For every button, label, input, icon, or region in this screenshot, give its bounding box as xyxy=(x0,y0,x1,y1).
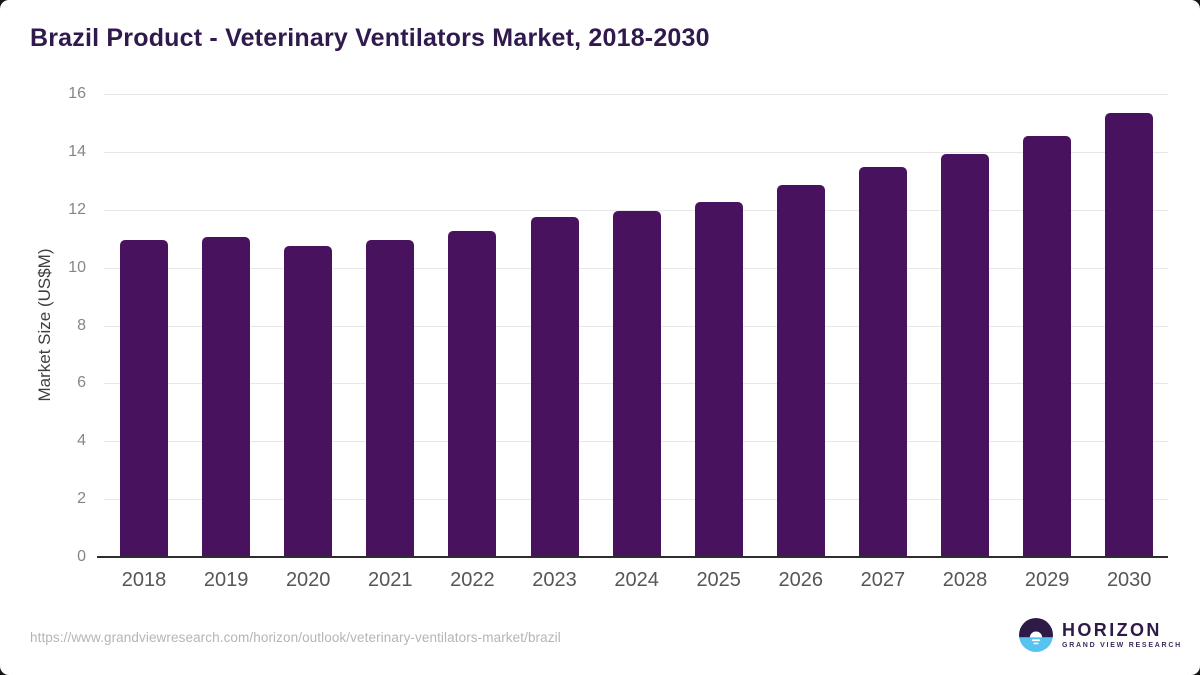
x-tick-label: 2029 xyxy=(1024,569,1070,591)
y-tick-label: 6 xyxy=(77,374,86,392)
y-tick-label: 2 xyxy=(77,490,86,508)
horizon-logo-text: HORIZON GRAND VIEW RESEARCH xyxy=(1062,621,1182,650)
x-tick-label: 2024 xyxy=(614,569,659,591)
y-tick-label: 0 xyxy=(77,548,86,565)
x-tick-label: 2027 xyxy=(860,569,906,591)
chart-title: Brazil Product - Veterinary Ventilators … xyxy=(30,24,710,52)
gridline xyxy=(104,94,1168,95)
horizon-logo-tagline: GRAND VIEW RESEARCH xyxy=(1062,641,1182,649)
horizon-logo: HORIZON GRAND VIEW RESEARCH xyxy=(1019,618,1182,652)
y-tick-label: 14 xyxy=(68,142,86,160)
bar-2025 xyxy=(694,201,743,557)
x-tick-label: 2020 xyxy=(285,569,331,591)
horizon-logo-name: HORIZON xyxy=(1062,619,1162,640)
bar-2026 xyxy=(776,184,825,557)
horizon-logo-icon xyxy=(1019,618,1053,652)
x-tick-label: 2025 xyxy=(696,569,741,591)
y-tick-label: 12 xyxy=(68,200,86,218)
bar-2030 xyxy=(1105,112,1154,557)
x-tick-label: 2022 xyxy=(450,569,495,591)
bar-2021 xyxy=(366,239,415,557)
x-tick-label: 2030 xyxy=(1106,569,1152,591)
bar-2019 xyxy=(202,237,251,557)
y-tick-label: 16 xyxy=(68,85,86,102)
gridline xyxy=(104,151,1168,153)
bar-2027 xyxy=(858,167,907,557)
x-tick-label: 2018 xyxy=(121,569,167,591)
bar-2022 xyxy=(448,230,497,557)
x-tick-label: 2028 xyxy=(942,569,988,591)
bar-2029 xyxy=(1023,136,1072,557)
y-tick-label: 8 xyxy=(77,316,86,334)
gridline xyxy=(104,209,1168,211)
bar-2020 xyxy=(284,245,333,557)
source-url: https://www.grandviewresearch.com/horizo… xyxy=(30,630,561,645)
bar-2018 xyxy=(120,239,168,557)
y-tick-label: 10 xyxy=(68,258,86,276)
bar-2023 xyxy=(530,216,579,557)
x-axis-line xyxy=(97,556,1168,558)
x-tick-label: 2019 xyxy=(203,569,249,591)
bar-2024 xyxy=(612,210,661,557)
bar-2028 xyxy=(941,153,989,557)
x-tick-label: 2021 xyxy=(368,569,413,591)
x-tick-label: 2026 xyxy=(778,569,824,591)
plot-area xyxy=(97,94,1168,558)
y-tick-label: 4 xyxy=(77,432,86,450)
x-tick-label: 2023 xyxy=(532,569,577,591)
